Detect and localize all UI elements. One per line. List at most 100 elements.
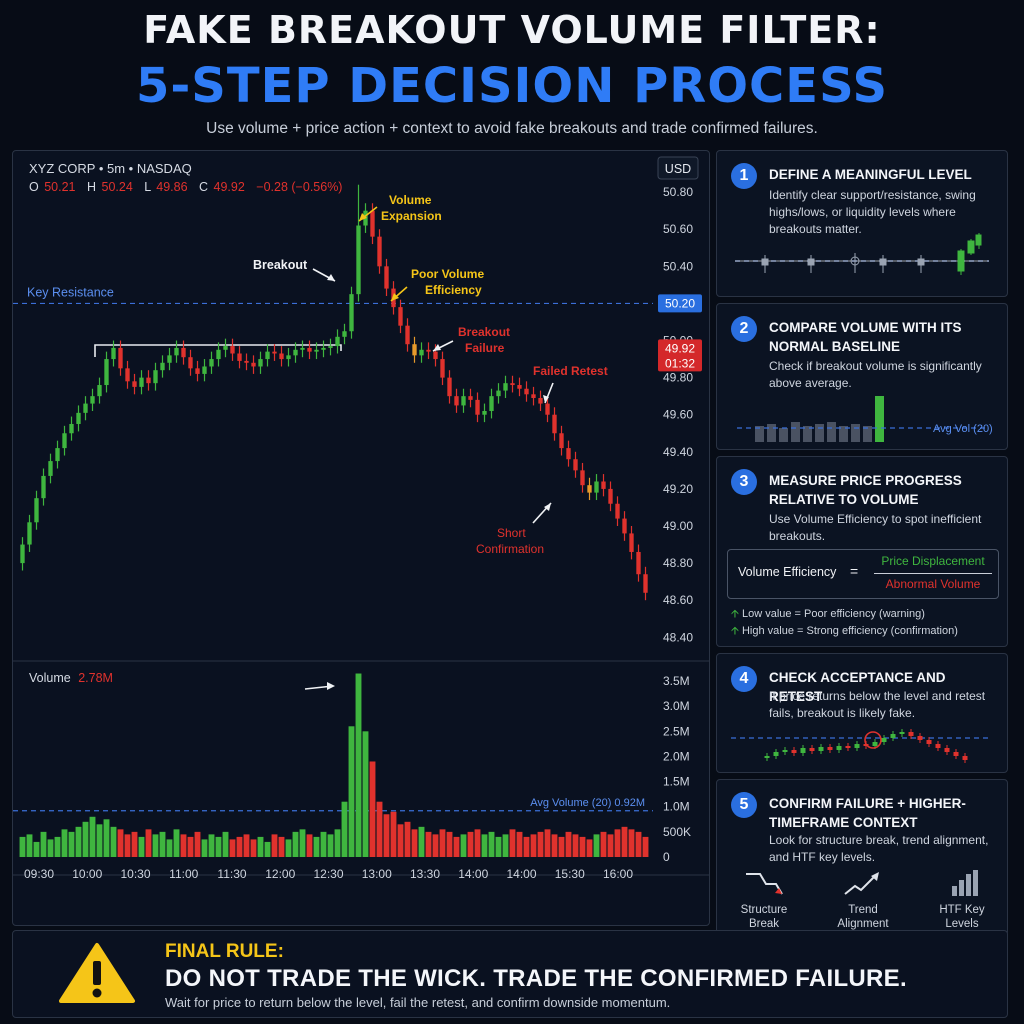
candle xyxy=(286,347,291,367)
candle xyxy=(342,323,347,345)
candle xyxy=(314,342,319,360)
candle xyxy=(146,370,151,391)
volume-bar xyxy=(54,836,61,857)
ohlc-close-label: C xyxy=(199,180,208,194)
candle xyxy=(48,453,53,484)
volume-bar xyxy=(362,731,369,857)
annotations: Breakout Volume Expansion Poor Volume Ef… xyxy=(253,193,608,690)
volume-bar xyxy=(467,831,474,857)
volume-bar xyxy=(145,829,152,857)
volume-bar xyxy=(579,836,586,857)
volume-bar xyxy=(201,839,208,857)
htf-levels-label-2: Levels xyxy=(945,918,979,930)
step-2-illustration: Avg Vol (20) xyxy=(737,396,993,442)
price-tick-label: 48.60 xyxy=(663,593,693,607)
volume-bar xyxy=(292,831,299,857)
currency-badge[interactable] xyxy=(657,156,699,180)
price-tick-label: 49.40 xyxy=(663,445,693,459)
candle xyxy=(328,338,333,356)
trend-alignment-label-2: Alignment xyxy=(837,918,889,930)
volume-bar xyxy=(40,831,47,857)
volume-label: Volume xyxy=(29,671,71,685)
candle xyxy=(412,336,417,363)
candle xyxy=(62,425,67,456)
step-3-description: Use Volume Efficiency to spot inefficien… xyxy=(769,512,982,543)
candle xyxy=(188,349,193,376)
candle xyxy=(468,388,473,408)
volume-bar xyxy=(607,834,614,857)
candle xyxy=(496,383,501,404)
volume-pane-label: Volume 2.78M xyxy=(29,671,113,685)
volume-bar xyxy=(243,834,250,857)
candle xyxy=(237,346,242,369)
volume-bar xyxy=(110,826,117,857)
volume-bar xyxy=(642,836,649,857)
volume-tick-label: 0 xyxy=(663,850,670,864)
chart-panel[interactable]: XYZ CORP • 5m • NASDAQ O 50.21 H 50.24 L… xyxy=(12,150,710,926)
last-price-value: 49.92 xyxy=(665,341,695,355)
candle xyxy=(622,511,627,541)
candle xyxy=(447,370,452,404)
price-tick-label: 48.80 xyxy=(663,556,693,570)
bar-chart-icon xyxy=(952,870,978,896)
candle xyxy=(104,351,109,393)
ohlc-high-label: H xyxy=(87,180,96,194)
candle xyxy=(202,359,207,382)
step-5-number: 5 xyxy=(731,792,757,818)
ohlc-readout: O 50.21 H 50.24 L 49.86 C 49.92 −0.28 (−… xyxy=(29,180,342,194)
candle xyxy=(41,468,46,506)
candle xyxy=(615,496,620,526)
volume-bar xyxy=(173,829,180,857)
ohlc-low: 49.86 xyxy=(156,180,187,194)
time-tick-label: 10:30 xyxy=(120,867,150,881)
step-3-card: 3 MEASURE PRICE PROGRESS RELATIVE TO VOL… xyxy=(716,456,1008,647)
volume-tick-label: 1.0M xyxy=(663,800,690,814)
candle xyxy=(335,329,340,354)
candle xyxy=(258,351,263,374)
price-volume-chart[interactable]: XYZ CORP • 5m • NASDAQ O 50.21 H 50.24 L… xyxy=(13,151,709,925)
volume-bar xyxy=(474,829,481,857)
candle xyxy=(97,377,102,404)
volume-bar xyxy=(565,831,572,857)
candle xyxy=(524,381,529,402)
volume-efficiency-formula: Volume Efficiency = Price Displacement A… xyxy=(727,549,999,599)
volume-bar xyxy=(341,801,348,857)
volume-bar xyxy=(264,841,271,857)
candle xyxy=(300,340,305,358)
volume-bar xyxy=(516,831,523,857)
volume-bar xyxy=(75,826,82,857)
volume-bar xyxy=(586,839,593,857)
volume-bar xyxy=(383,814,390,857)
candle xyxy=(83,396,88,421)
volume-bar xyxy=(33,841,40,857)
candle xyxy=(398,299,403,334)
candle xyxy=(377,229,382,274)
volume-bar xyxy=(47,839,54,857)
volume-bar xyxy=(495,836,502,857)
price-tick-label: 48.40 xyxy=(663,630,693,644)
candle xyxy=(566,440,571,467)
ohlc-change: −0.28 (−0.56%) xyxy=(256,180,342,194)
step-5-title: CONFIRM FAILURE + HIGHER-TIMEFRAME CONTE… xyxy=(769,796,966,830)
volume-bars xyxy=(19,673,649,857)
candle xyxy=(426,342,431,360)
candle xyxy=(454,388,459,413)
volume-bar xyxy=(390,811,397,857)
volume-bar xyxy=(439,829,446,857)
candle xyxy=(76,405,81,432)
price-tick-label: 49.00 xyxy=(663,519,693,533)
candle xyxy=(34,490,39,530)
volume-bar xyxy=(635,831,642,857)
time-tick-label: 14:00 xyxy=(458,867,488,881)
price-tick-label: 50.80 xyxy=(663,185,693,199)
volume-bar xyxy=(418,826,425,857)
candle xyxy=(279,346,284,367)
volume-bar xyxy=(572,834,579,857)
candle xyxy=(90,388,95,411)
candle xyxy=(265,344,270,367)
volume-bar xyxy=(446,831,453,857)
note-high-text: High value = Strong efficiency (confirma… xyxy=(741,625,958,637)
candle xyxy=(538,390,543,411)
candle xyxy=(167,347,172,371)
volume-bar xyxy=(215,836,222,857)
